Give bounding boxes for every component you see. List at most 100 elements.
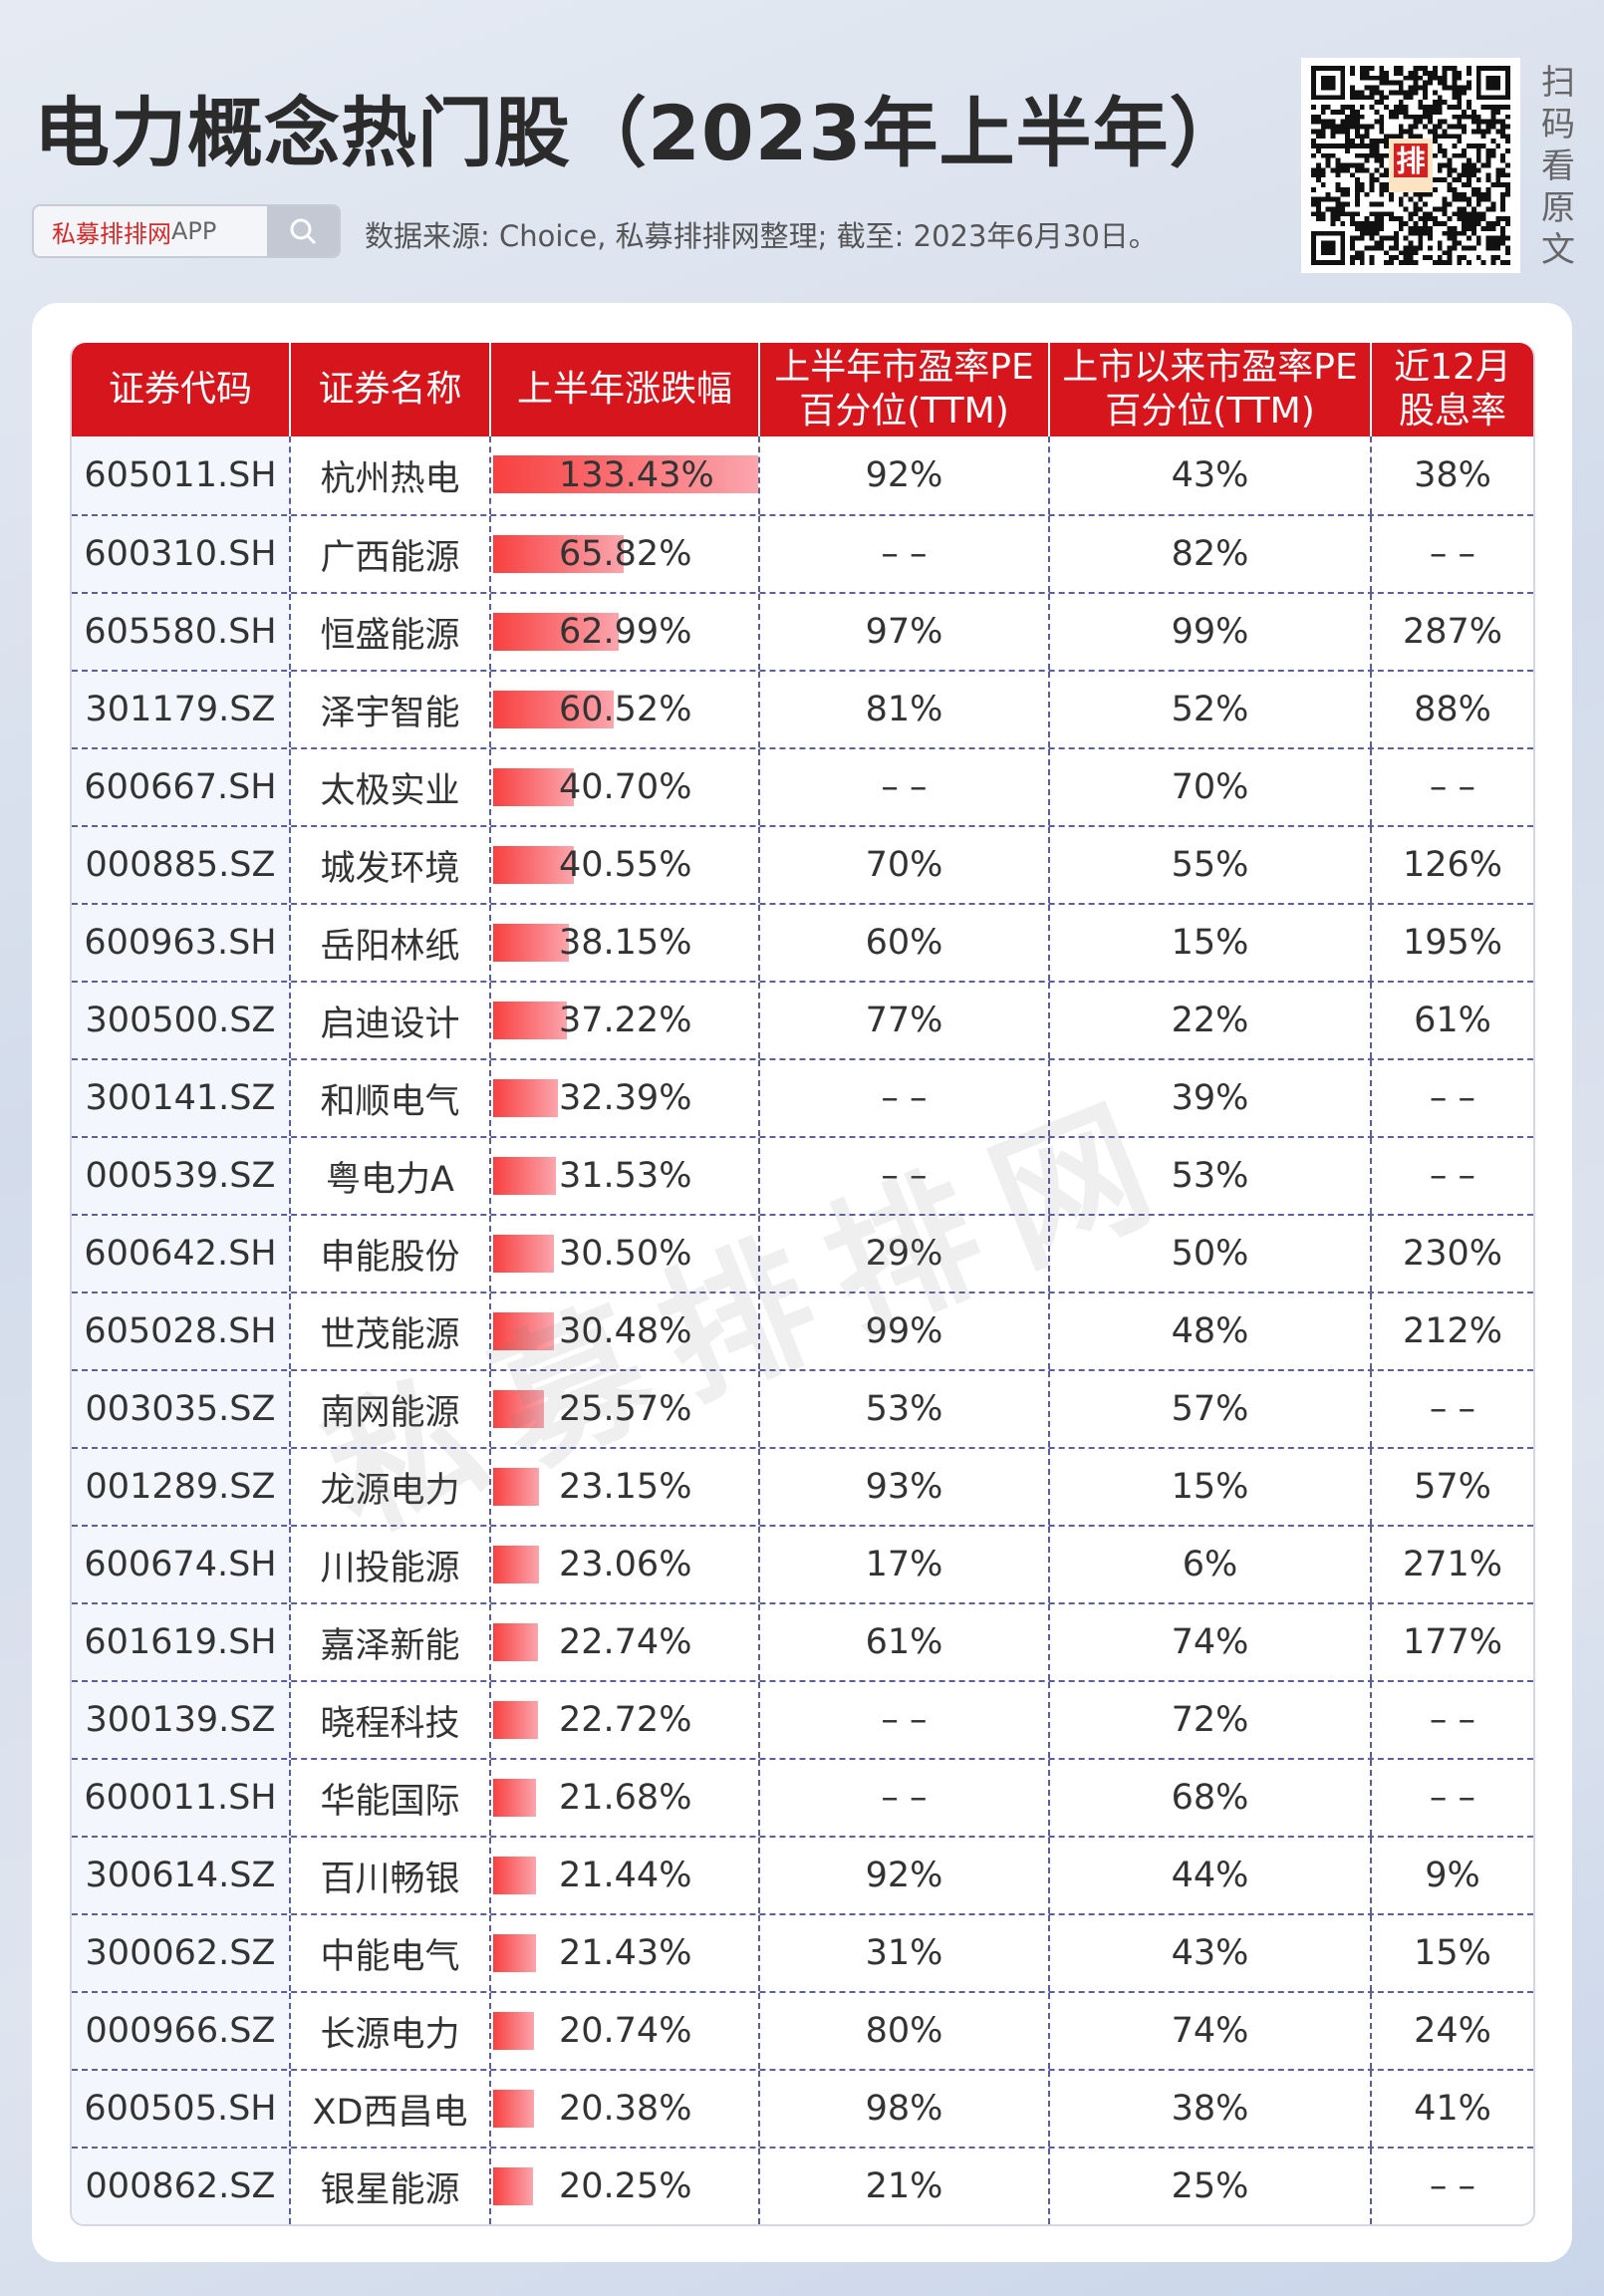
change-bar [493,1623,539,1661]
cell-col-name: 粤电力A [291,1138,491,1214]
cell-col-name: 太极实业 [291,749,491,825]
stock-table: 证券代码 证券名称 上半年涨跌幅 上半年市盈率PE 百分位(TTM) 上市以来市盈率PE 百… [70,343,1535,2226]
change-bar [493,1002,568,1039]
change-value: 62.99% [559,612,692,652]
cell-col-code: 000885.SZ [72,827,291,903]
cell-col-dividend: – – [1429,1700,1476,1740]
page-title: 电力概念热门股（2023年上半年） [34,89,1246,177]
cell-col-pe-listed: 74% [1050,1993,1372,2069]
cell-col-code: 601619.SH [72,1604,291,1680]
cell-col-code: 600963.SH [72,905,291,981]
cell-col-name: 岳阳林纸 [291,905,491,981]
cell-col-pe-half: – – [760,1060,1050,1136]
change-bar [493,924,570,962]
cell-col-name: 恒盛能源 [291,594,491,670]
cell-col-change: 65.82% [491,516,760,592]
cell-col-code: 600011.SH [72,1760,291,1836]
table-header: 证券代码 证券名称 上半年涨跌幅 上半年市盈率PE 百分位(TTM) 上市以来市盈率PE 百… [72,343,1533,436]
cell-col-pe-half: 17% [760,1527,1050,1602]
cell-col-pe-listed: 25% [1050,2149,1372,2224]
cell-col-pe-half: 98% [760,2071,1050,2147]
header-col-name: 证券名称 [291,343,491,436]
table-row: 300141.SZ 和顺电气 32.39% – –39% – – [72,1058,1533,1136]
cell-col-code: 003035.SZ [72,1371,291,1447]
cell-col-name: 南网能源 [291,1371,491,1447]
cell-col-name: 世茂能源 [291,1293,491,1369]
cell-col-pe-half: – – [760,749,1050,825]
cell-col-pe-half: 21% [760,2149,1050,2224]
cell-col-pe-listed: 15% [1050,905,1372,981]
cell-col-name: 晓程科技 [291,1682,491,1758]
cell-col-name: 银星能源 [291,2149,491,2224]
cell-col-change: 133.43% [491,436,760,514]
cell-col-dividend: 195% [1402,923,1503,963]
change-value: 133.43% [559,455,714,495]
cell-col-dividend: 271% [1402,1545,1503,1584]
table-row: 000539.SZ 粤电力A 31.53% – –53% – – [72,1136,1533,1214]
cell-col-pe-listed: 38% [1050,2071,1372,2147]
cell-col-pe-half: 29% [760,1216,1050,1292]
cell-col-pe-half: – – [760,1682,1050,1758]
cell-col-code: 300062.SZ [72,1915,291,1991]
change-bar [493,768,575,806]
cell-col-pe-half: 81% [760,672,1050,747]
cell-col-name: 广西能源 [291,516,491,592]
cell-col-change: 32.39% [491,1060,760,1136]
cell-col-dividend: – – [1429,534,1476,574]
cell-col-code: 605011.SH [72,436,291,514]
search-button[interactable] [267,206,339,256]
cell-col-pe-listed: 52% [1050,672,1372,747]
change-bar [493,2090,534,2128]
cell-col-change: 22.72% [491,1682,760,1758]
qr-code: 排 [1301,58,1520,273]
table-row: 601619.SH 嘉泽新能 22.74% 61% 74% 177% [72,1602,1533,1680]
cell-col-change: 60.52% [491,672,760,747]
cell-col-dividend: – – [1429,1778,1476,1818]
table-row: 605011.SH 杭州热电 133.43% 92% 43% 38% [72,436,1533,514]
search-brand[interactable]: 私募排排网 APP [34,206,267,256]
cell-col-pe-listed: 70% [1050,749,1372,825]
change-value: 23.15% [559,1467,692,1507]
change-value: 31.53% [559,1156,692,1196]
change-bar [493,2012,535,2050]
change-value: 30.48% [559,1311,692,1351]
table-row: 600642.SH 申能股份 30.50% 29% 50% 230% [72,1214,1533,1292]
change-bar [493,1468,540,1506]
cell-col-pe-half: 97% [760,594,1050,670]
cell-col-pe-listed: 53% [1050,1138,1372,1214]
table-row: 301179.SZ 泽宇智能 60.52% 81% 52% 88% [72,670,1533,747]
change-bar [493,2167,534,2205]
cell-col-code: 600505.SH [72,2071,291,2147]
cell-col-pe-listed: 43% [1050,1915,1372,1991]
brand-name: 私募排排网 [52,219,171,248]
cell-col-pe-listed: 22% [1050,983,1372,1058]
cell-col-code: 301179.SZ [72,672,291,747]
cell-col-pe-listed: 15% [1050,1449,1372,1525]
cell-col-dividend: 177% [1402,1622,1503,1662]
cell-col-change: 20.74% [491,1993,760,2069]
change-value: 40.70% [559,767,692,807]
cell-col-change: 25.57% [491,1371,760,1447]
data-source-note: 数据来源: Choice, 私募排排网整理; 截至: 2023年6月30日。 [365,219,1158,253]
cell-col-dividend: – – [1429,1078,1476,1118]
table-row: 300614.SZ 百川畅银 21.44% 92% 44% 9% [72,1836,1533,1913]
cell-col-pe-listed: 55% [1050,827,1372,903]
cell-col-code: 605580.SH [72,594,291,670]
cell-col-dividend: 38% [1414,455,1491,495]
change-value: 32.39% [559,1078,692,1118]
cell-col-name: 和顺电气 [291,1060,491,1136]
cell-col-dividend: 212% [1402,1311,1503,1351]
cell-col-pe-listed: 57% [1050,1371,1372,1447]
change-bar [493,1312,554,1350]
cell-col-dividend: – – [1429,1389,1476,1429]
change-value: 38.15% [559,923,692,963]
cell-col-name: 华能国际 [291,1760,491,1836]
cell-col-change: 62.99% [491,594,760,670]
change-bar [493,1079,558,1117]
cell-col-change: 30.48% [491,1293,760,1369]
search-box[interactable]: 私募排排网 APP [32,204,341,258]
change-value: 20.25% [559,2166,692,2206]
change-bar [493,1546,539,1583]
cell-col-change: 22.74% [491,1604,760,1680]
change-value: 21.68% [559,1778,692,1818]
